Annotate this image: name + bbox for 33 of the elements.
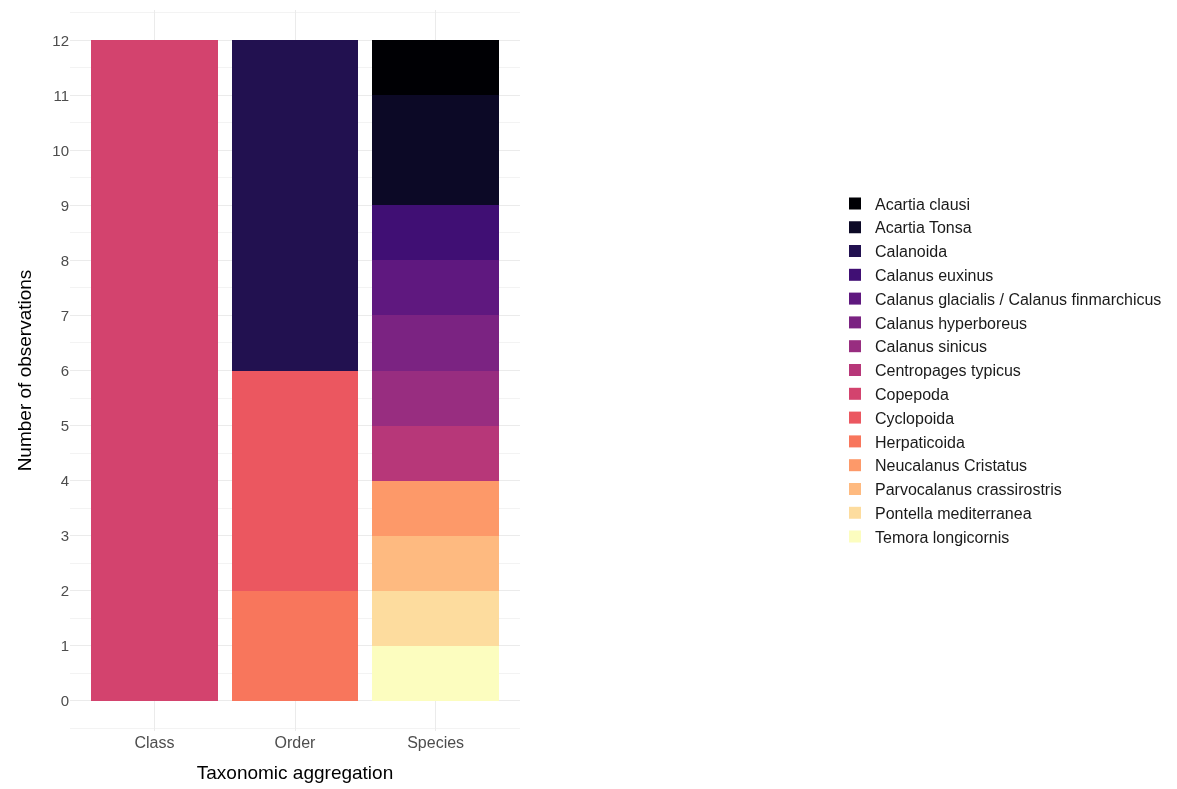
legend-label: Acartia Tonsa: [875, 219, 972, 237]
y-tick-label: 4: [60, 471, 69, 489]
y-tick-label: 7: [60, 306, 69, 324]
y-tick-label: 9: [60, 196, 69, 214]
y-tick-label: 1: [60, 636, 69, 654]
legend-label: Temora longicornis: [875, 528, 1010, 546]
y-tick-label: 0: [60, 691, 69, 709]
y-tick-label: 11: [53, 86, 69, 104]
y-tick-label: 10: [52, 141, 69, 159]
legend-label: Neucalanus Cristatus: [875, 457, 1028, 475]
legend-label: Pontella mediterranea: [875, 505, 1032, 523]
x-tick-label: Order: [274, 734, 317, 751]
legend-label: Calanus hyperboreus: [875, 314, 1028, 332]
legend-label: Calanoida: [875, 243, 948, 261]
legend-label: Herpaticoida: [875, 433, 965, 451]
legend-label: Calanus euxinus: [875, 267, 994, 285]
legend-label: Centropages typicus: [875, 362, 1021, 380]
y-tick-label: 2: [60, 581, 69, 599]
x-tick-label: Species: [407, 734, 465, 751]
legend-label: Acartia clausi: [875, 195, 971, 213]
y-tick-label: 5: [60, 416, 69, 434]
y-tick-label: 8: [60, 251, 69, 269]
legend-label: Calanus glacialis / Calanus finmarchicus: [875, 290, 1162, 308]
legend-label: Cyclopoida: [875, 409, 955, 427]
y-axis-title: Number of observations: [14, 269, 36, 472]
y-tick-label: 12: [52, 31, 69, 49]
legend-label: Copepoda: [875, 386, 949, 404]
y-tick-label: 3: [60, 526, 69, 544]
legend-label: Calanus sinicus: [875, 338, 988, 356]
y-tick-label: 6: [60, 361, 69, 379]
legend-label: Parvocalanus crassirostris: [875, 481, 1062, 499]
x-tick-label: Class: [134, 734, 175, 751]
x-axis-title: Taxonomic aggregation: [196, 761, 394, 783]
